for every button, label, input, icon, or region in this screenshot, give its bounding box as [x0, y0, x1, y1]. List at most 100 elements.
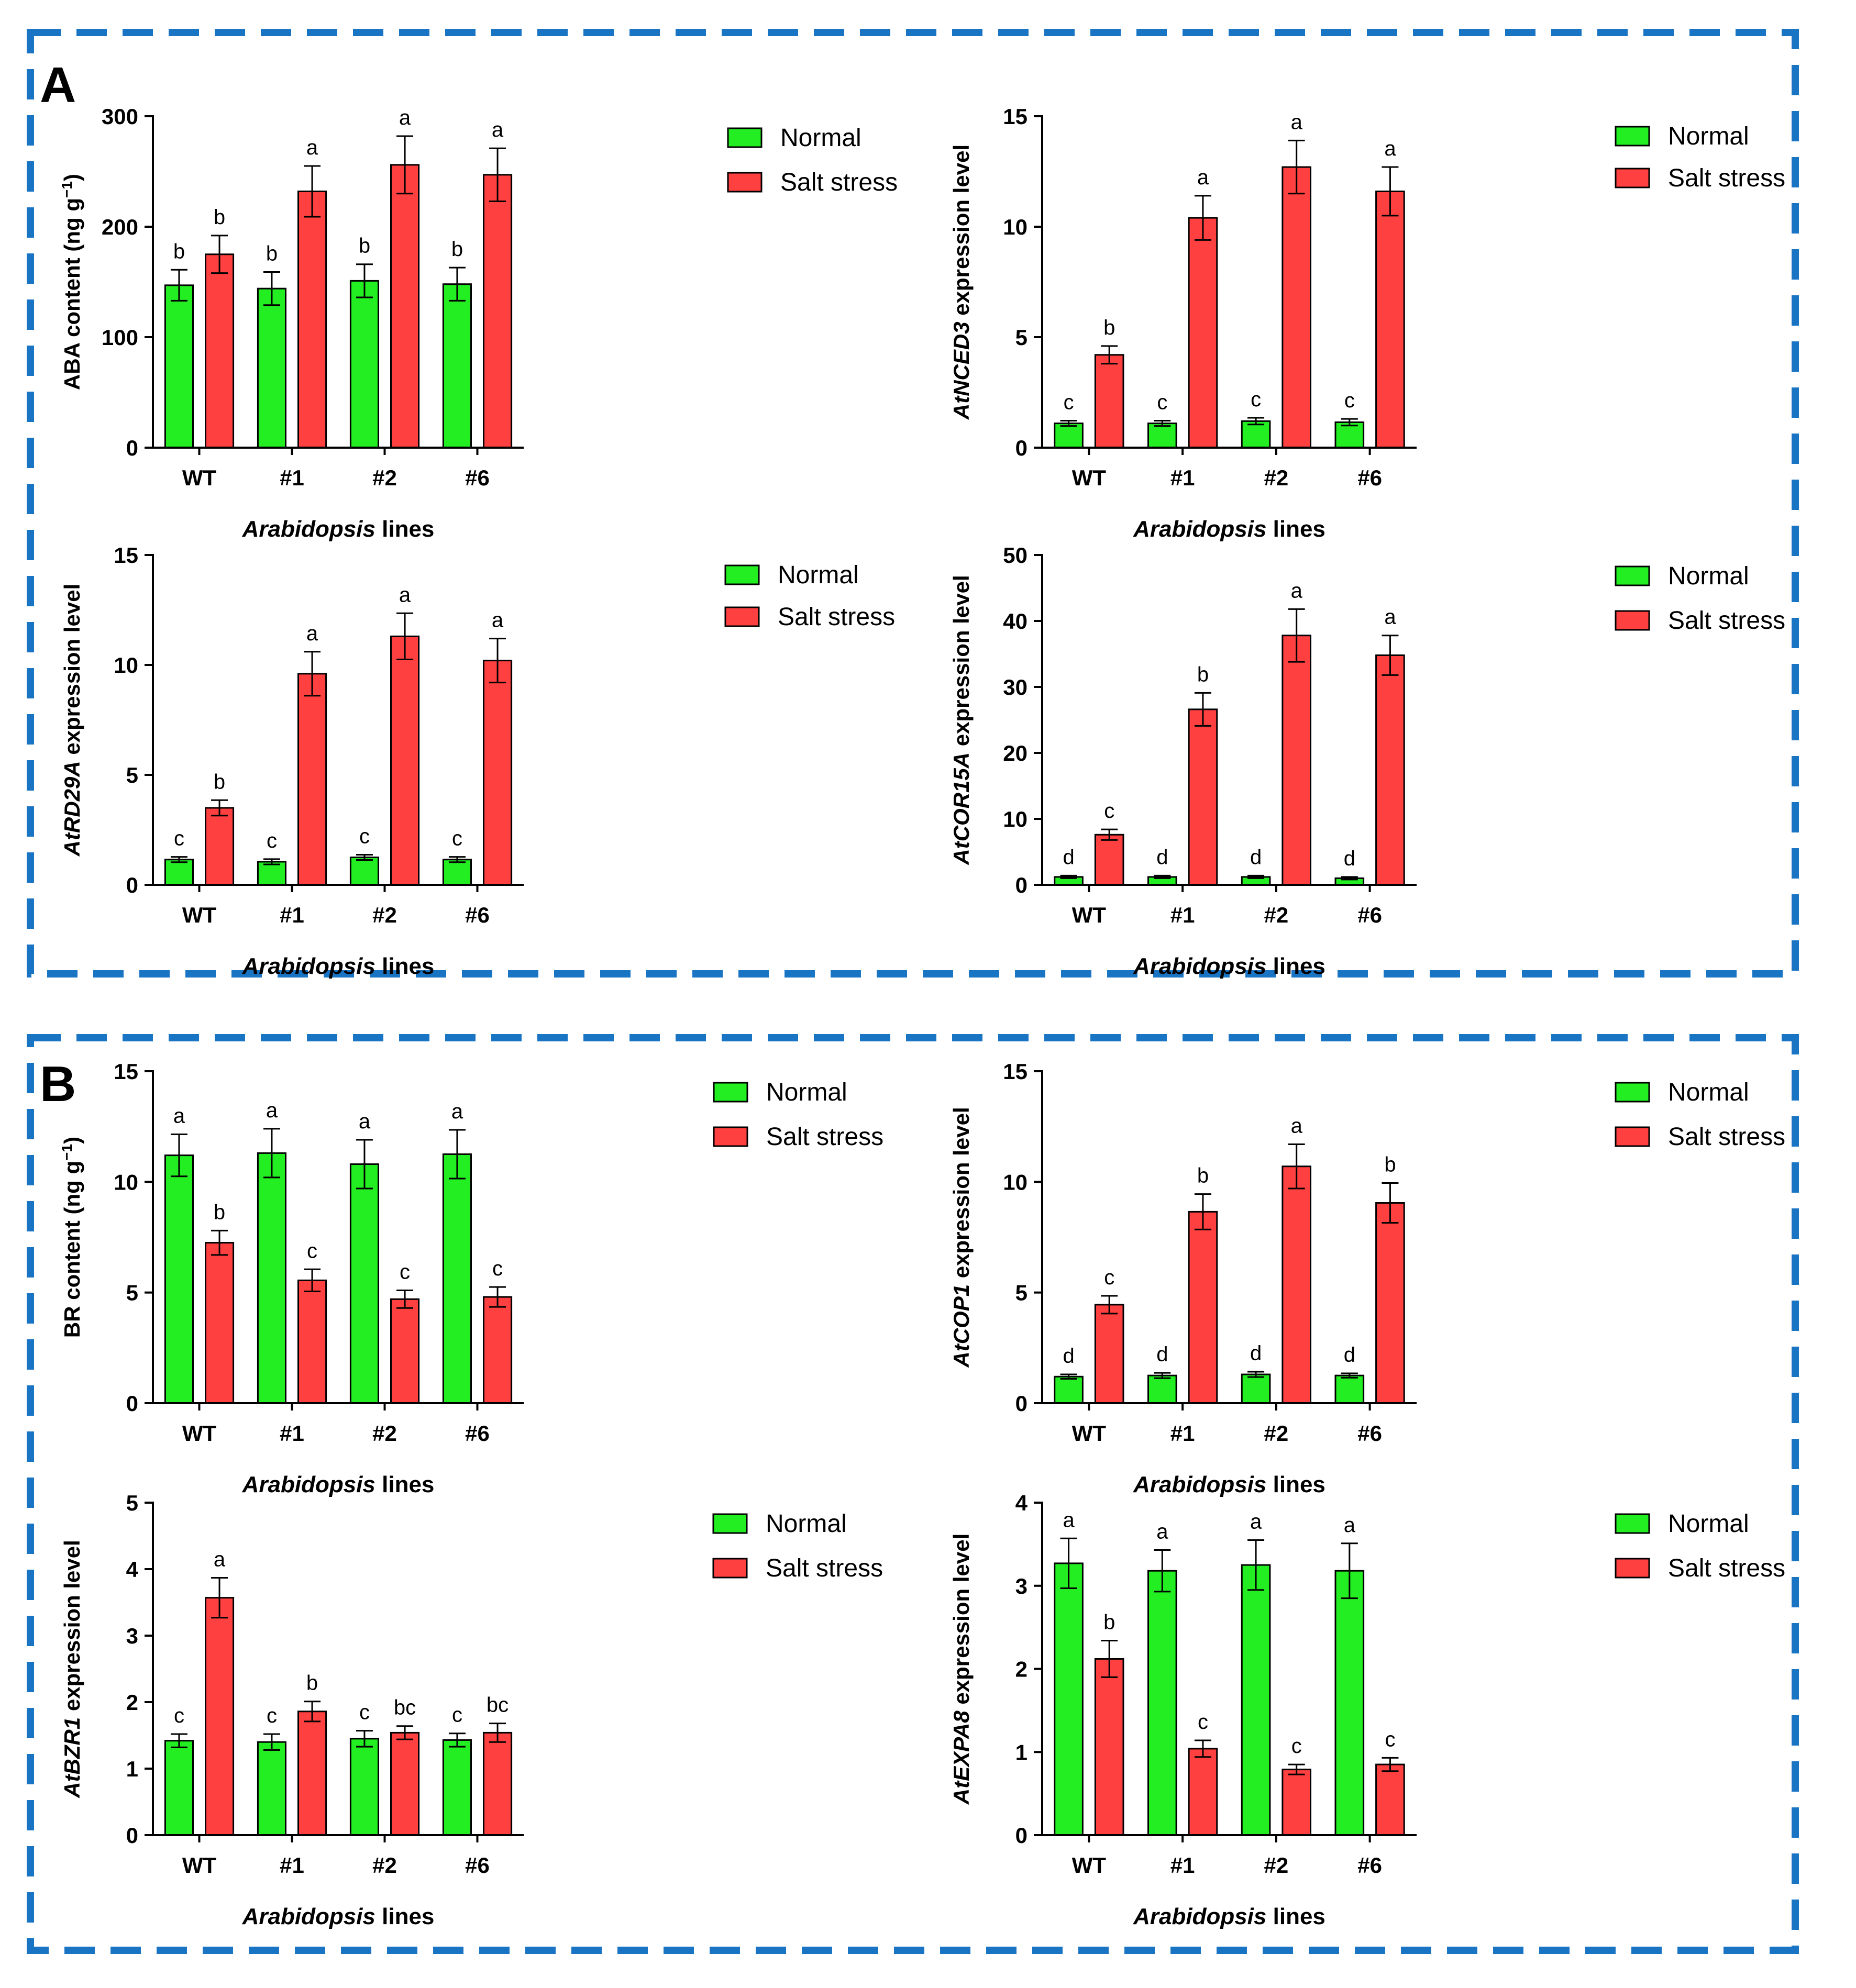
x-axis-label-part: lines: [375, 953, 435, 979]
significance-label: b: [1103, 1611, 1115, 1634]
x-axis-label: Arabidopsis lines: [1133, 1472, 1325, 1497]
bar: [1147, 1570, 1177, 1836]
significance-label: a: [1291, 1114, 1303, 1137]
y-axis-label-part: AtCOP1: [949, 1284, 974, 1368]
x-axis-label: Arabidopsis lines: [242, 953, 435, 979]
significance-label: b: [214, 206, 225, 229]
bar: [483, 174, 513, 449]
bar: [1281, 1165, 1311, 1404]
significance-label: a: [492, 609, 504, 632]
bar: [1241, 1564, 1271, 1836]
legend: Normal Salt stress: [1615, 1510, 1785, 1582]
bar: [1094, 834, 1124, 886]
y-tick-label: 10: [114, 1170, 138, 1194]
significance-label: b: [173, 240, 185, 263]
x-tick-label: #6: [1357, 1853, 1382, 1878]
y-tick-label: 5: [126, 763, 138, 787]
significance-label: a: [1291, 579, 1303, 602]
legend: Normal Salt stress: [1615, 123, 1785, 192]
y-tick-label: 0: [1015, 1823, 1028, 1848]
y-tick-label: 10: [1003, 1170, 1028, 1194]
bar: [442, 859, 472, 886]
significance-label: c: [307, 1239, 317, 1262]
significance-label: d: [1344, 847, 1355, 870]
x-tick-label: #2: [1264, 1853, 1289, 1878]
x-axis-label: Arabidopsis lines: [1133, 1904, 1325, 1929]
y-tick-label: 0: [126, 1823, 138, 1848]
y-tick-label: 4: [126, 1557, 139, 1582]
bar: [205, 1242, 235, 1404]
panel-letter-A: A: [40, 57, 76, 113]
bar: [1375, 654, 1405, 886]
significance-label: a: [359, 1110, 371, 1133]
bar: [205, 1597, 235, 1836]
y-tick-label: 10: [114, 653, 138, 678]
chart-3: c b WT c a #1 c a #2 c a #6 0 5 10 15 AtRD29A expression…: [60, 543, 895, 979]
bar: [390, 1298, 420, 1404]
y-tick-label: 30: [1003, 675, 1028, 699]
x-tick-label: #2: [372, 1421, 397, 1446]
significance-label: c: [267, 1704, 277, 1727]
bar: [349, 280, 380, 449]
x-tick-label: WT: [182, 1853, 217, 1878]
x-tick-label: WT: [1072, 465, 1107, 490]
x-axis-label-part: Arabidopsis: [242, 1904, 375, 1929]
bar: [1188, 708, 1218, 886]
legend-swatch: [1615, 610, 1650, 631]
bar: [1281, 1769, 1311, 1836]
x-axis-label-part: Arabidopsis: [1133, 1904, 1266, 1929]
significance-label: c: [452, 1704, 462, 1727]
significance-label: a: [173, 1104, 185, 1127]
y-tick-label: 0: [1015, 1391, 1028, 1416]
y-axis-label-part: expression level: [949, 1534, 974, 1711]
y-axis-label: ABA content (ng g−1): [59, 174, 85, 390]
panel-frame-B: [27, 1034, 1799, 1954]
y-tick-label: 2: [126, 1690, 138, 1715]
y-tick-label: 40: [1003, 609, 1028, 634]
x-tick-label: #2: [1264, 903, 1289, 927]
significance-label: a: [451, 1100, 463, 1123]
x-tick-label: WT: [182, 903, 217, 927]
significance-label: a: [306, 136, 318, 159]
bar: [164, 859, 194, 886]
significance-label: b: [451, 238, 463, 261]
x-tick-label: #6: [465, 465, 490, 490]
y-axis-label: AtEXPA8 expression level: [949, 1534, 974, 1805]
y-axis-label-part: expression level: [949, 1107, 974, 1284]
legend-label: Normal: [1668, 1079, 1749, 1106]
x-axis-label-part: lines: [1266, 1472, 1325, 1497]
x-tick-label: WT: [182, 465, 217, 490]
significance-label: b: [306, 1672, 318, 1695]
y-tick-label: 5: [126, 1491, 138, 1515]
significance-label: d: [1344, 1343, 1355, 1367]
legend-label: Normal: [766, 1079, 847, 1106]
legend: Normal Salt stress: [713, 1079, 883, 1151]
bar: [1334, 1374, 1365, 1404]
bar: [1094, 1658, 1124, 1836]
x-axis-label-part: lines: [375, 516, 435, 542]
significance-label: a: [1384, 606, 1396, 629]
legend-swatch: [713, 1082, 748, 1103]
legend-label: Normal: [778, 561, 859, 589]
y-axis-label-part: expression level: [949, 575, 974, 752]
bar: [442, 1153, 472, 1404]
x-tick-label: #1: [1170, 465, 1195, 490]
significance-label: b: [214, 770, 225, 793]
legend-swatch: [712, 1513, 748, 1534]
legend-label: Normal: [1668, 562, 1749, 590]
x-tick-label: #2: [1264, 1421, 1289, 1446]
legend-label: Salt stress: [778, 603, 895, 631]
x-tick-label: WT: [182, 1421, 217, 1446]
x-tick-label: #6: [1357, 465, 1382, 490]
significance-label: c: [1157, 391, 1167, 414]
x-tick-label: #2: [372, 1853, 397, 1878]
bar: [349, 1163, 380, 1404]
panel-letters: AB: [40, 57, 76, 1112]
significance-label: b: [359, 235, 370, 258]
bar: [483, 1731, 513, 1836]
chart-2: c b WT c a #1 c a #2 c a #6 0 5 10 15 AtNCED3 expression…: [949, 104, 1785, 542]
significance-label: a: [1250, 1510, 1262, 1533]
bar: [1147, 423, 1177, 449]
significance-label: c: [452, 827, 462, 850]
legend-swatch: [1615, 168, 1650, 188]
